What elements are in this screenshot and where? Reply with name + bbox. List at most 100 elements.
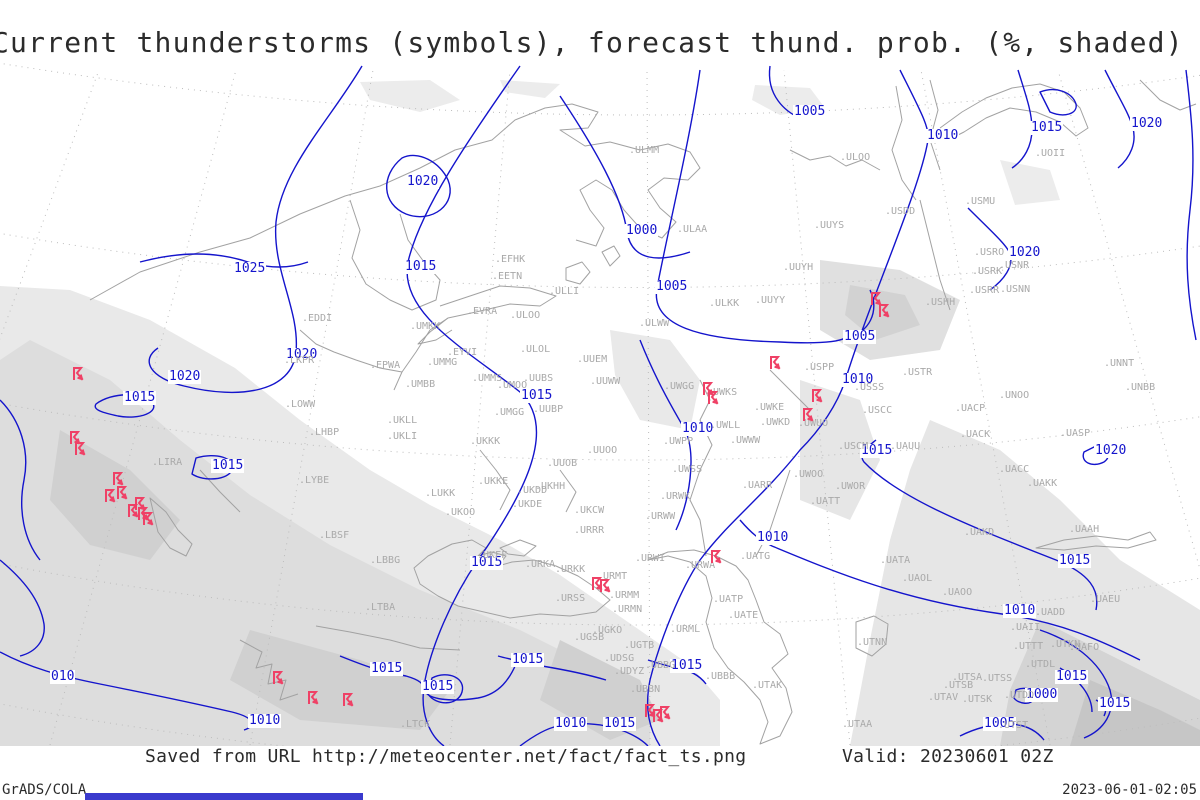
isobar-label: 1010 xyxy=(248,713,282,728)
station-label: .UNBB xyxy=(1125,382,1156,393)
thunderstorm-icon xyxy=(600,579,611,593)
station-label: .UTKN xyxy=(1050,639,1081,650)
station-label: .EPWA xyxy=(370,360,401,371)
station-label: .UASP xyxy=(1060,428,1091,439)
thunderstorm-symbol xyxy=(307,690,321,705)
isobar-label: 1015 xyxy=(211,458,245,473)
station-label: .USHH xyxy=(925,297,956,308)
station-label: .ULOL xyxy=(520,344,551,355)
station-label: .EDDI xyxy=(302,313,333,324)
station-label: .UBBN xyxy=(630,684,661,695)
station-label: .UWWW xyxy=(730,435,761,446)
station-label: .UTDL xyxy=(1025,659,1056,670)
thunderstorm-icon xyxy=(117,486,128,500)
station-label: .UUBS xyxy=(523,373,554,384)
station-label: .UUYY xyxy=(755,295,786,306)
thunderstorm-icon xyxy=(273,671,284,685)
station-label: .UKOO xyxy=(445,507,476,518)
station-label: .UAUU xyxy=(890,441,921,452)
isobar-label: 1015 xyxy=(370,661,404,676)
isobar-label: 1005 xyxy=(793,104,827,119)
thunderstorm-symbol xyxy=(769,355,783,370)
station-label: .UATP xyxy=(713,594,744,605)
station-label: .UTNN xyxy=(857,637,888,648)
isobar-label: 1015 xyxy=(520,388,554,403)
station-label: .LOWW xyxy=(285,399,316,410)
station-label: .UAKK xyxy=(1027,478,1058,489)
isobar-label: 1020 xyxy=(1130,116,1164,131)
thunderstorm-icon xyxy=(308,691,319,705)
graticule xyxy=(0,62,1200,746)
station-label: .URWK xyxy=(660,491,691,502)
station-label: .UATT xyxy=(810,496,841,507)
isobar-label: 1020 xyxy=(1094,443,1128,458)
station-label: .UMMG xyxy=(427,357,458,368)
station-label: .LHBP xyxy=(309,427,340,438)
thunderstorm-symbol xyxy=(112,471,126,486)
station-label: .EFHK xyxy=(495,254,526,265)
station-label: .UDSG xyxy=(604,653,635,664)
station-label: .UAEU xyxy=(1090,594,1121,605)
station-label: .UMOO xyxy=(497,380,528,391)
isobar-label: 1010 xyxy=(681,421,715,436)
thunderstorm-symbol xyxy=(142,511,156,526)
station-label: .UTAV xyxy=(928,692,959,703)
station-label: .UDYZ xyxy=(614,666,645,677)
map-area: 1025 1020 1020 1020 1020 1020 1020 1015 1015 1015… xyxy=(0,62,1200,746)
station-label: .USMU xyxy=(965,196,996,207)
station-label: .ULMM xyxy=(629,145,660,156)
thunderstorm-icon xyxy=(770,356,781,370)
station-label: .LYBE xyxy=(299,475,330,486)
isobar-label: 1015 xyxy=(470,555,504,570)
station-label: .UNNT xyxy=(1104,358,1135,369)
thunderstorm-symbol xyxy=(811,388,825,403)
station-label: .URWA xyxy=(685,560,716,571)
station-label: .UADD xyxy=(1035,607,1066,618)
station-label: .UTAA xyxy=(842,719,873,730)
station-label: .UACK xyxy=(960,429,991,440)
station-label: .UACP xyxy=(955,403,986,414)
thunderstorm-icon xyxy=(343,693,354,707)
station-label: .USTR xyxy=(902,367,933,378)
isobar-label: 1020 xyxy=(1008,245,1042,260)
isobar-label: 1020 xyxy=(168,369,202,384)
station-label: .UMBB xyxy=(405,379,436,390)
thunderstorm-symbol xyxy=(104,488,118,503)
creation-timestamp: 2023-06-01-02:05 xyxy=(1062,782,1197,798)
station-label: .UTST xyxy=(998,720,1029,731)
thunderstorm-icon xyxy=(75,442,86,456)
station-label: .UAAH xyxy=(1069,524,1100,535)
station-label: .UKKK xyxy=(470,436,501,447)
station-label: .UAOL xyxy=(902,573,933,584)
station-label: .USPP xyxy=(804,362,835,373)
station-label: .UOII xyxy=(1035,148,1066,159)
station-label: .UAKD xyxy=(964,527,995,538)
station-label: .UAOO xyxy=(942,587,973,598)
isobar-label: 1015 xyxy=(1098,696,1132,711)
station-label: .UWKE xyxy=(754,402,785,413)
station-label: .URKK xyxy=(555,564,586,575)
station-label: .URKA xyxy=(525,559,556,570)
isobar-label: 1005 xyxy=(655,279,689,294)
station-label: .UTSS xyxy=(982,673,1013,684)
station-label: .ULWW xyxy=(639,318,670,329)
station-label: .EETN xyxy=(492,271,523,282)
station-label: .URWI xyxy=(635,553,666,564)
isobar-label: 1015 xyxy=(511,652,545,667)
isobar-label: 1015 xyxy=(123,390,157,405)
thunderstorm-symbol xyxy=(74,441,88,456)
station-label: .UGTB xyxy=(624,640,655,651)
page-title: Current thunderstorms (symbols), forecas… xyxy=(0,26,1184,59)
station-label: .ULAA xyxy=(677,224,708,235)
station-label: .UNOO xyxy=(999,390,1030,401)
map-base xyxy=(0,62,1200,746)
isobar-label: 010 xyxy=(50,669,76,684)
station-label: .UTDD xyxy=(1004,690,1035,701)
station-label: .USDD xyxy=(885,206,916,217)
grads-cola-brand: GrADS/COLA xyxy=(2,782,87,798)
isobar-label: 1015 xyxy=(1030,120,1064,135)
station-label: .UATA xyxy=(880,555,911,566)
station-label: .UUOO xyxy=(587,445,618,456)
station-label: .LTBA xyxy=(365,602,396,613)
station-label: .UKHH xyxy=(535,481,566,492)
